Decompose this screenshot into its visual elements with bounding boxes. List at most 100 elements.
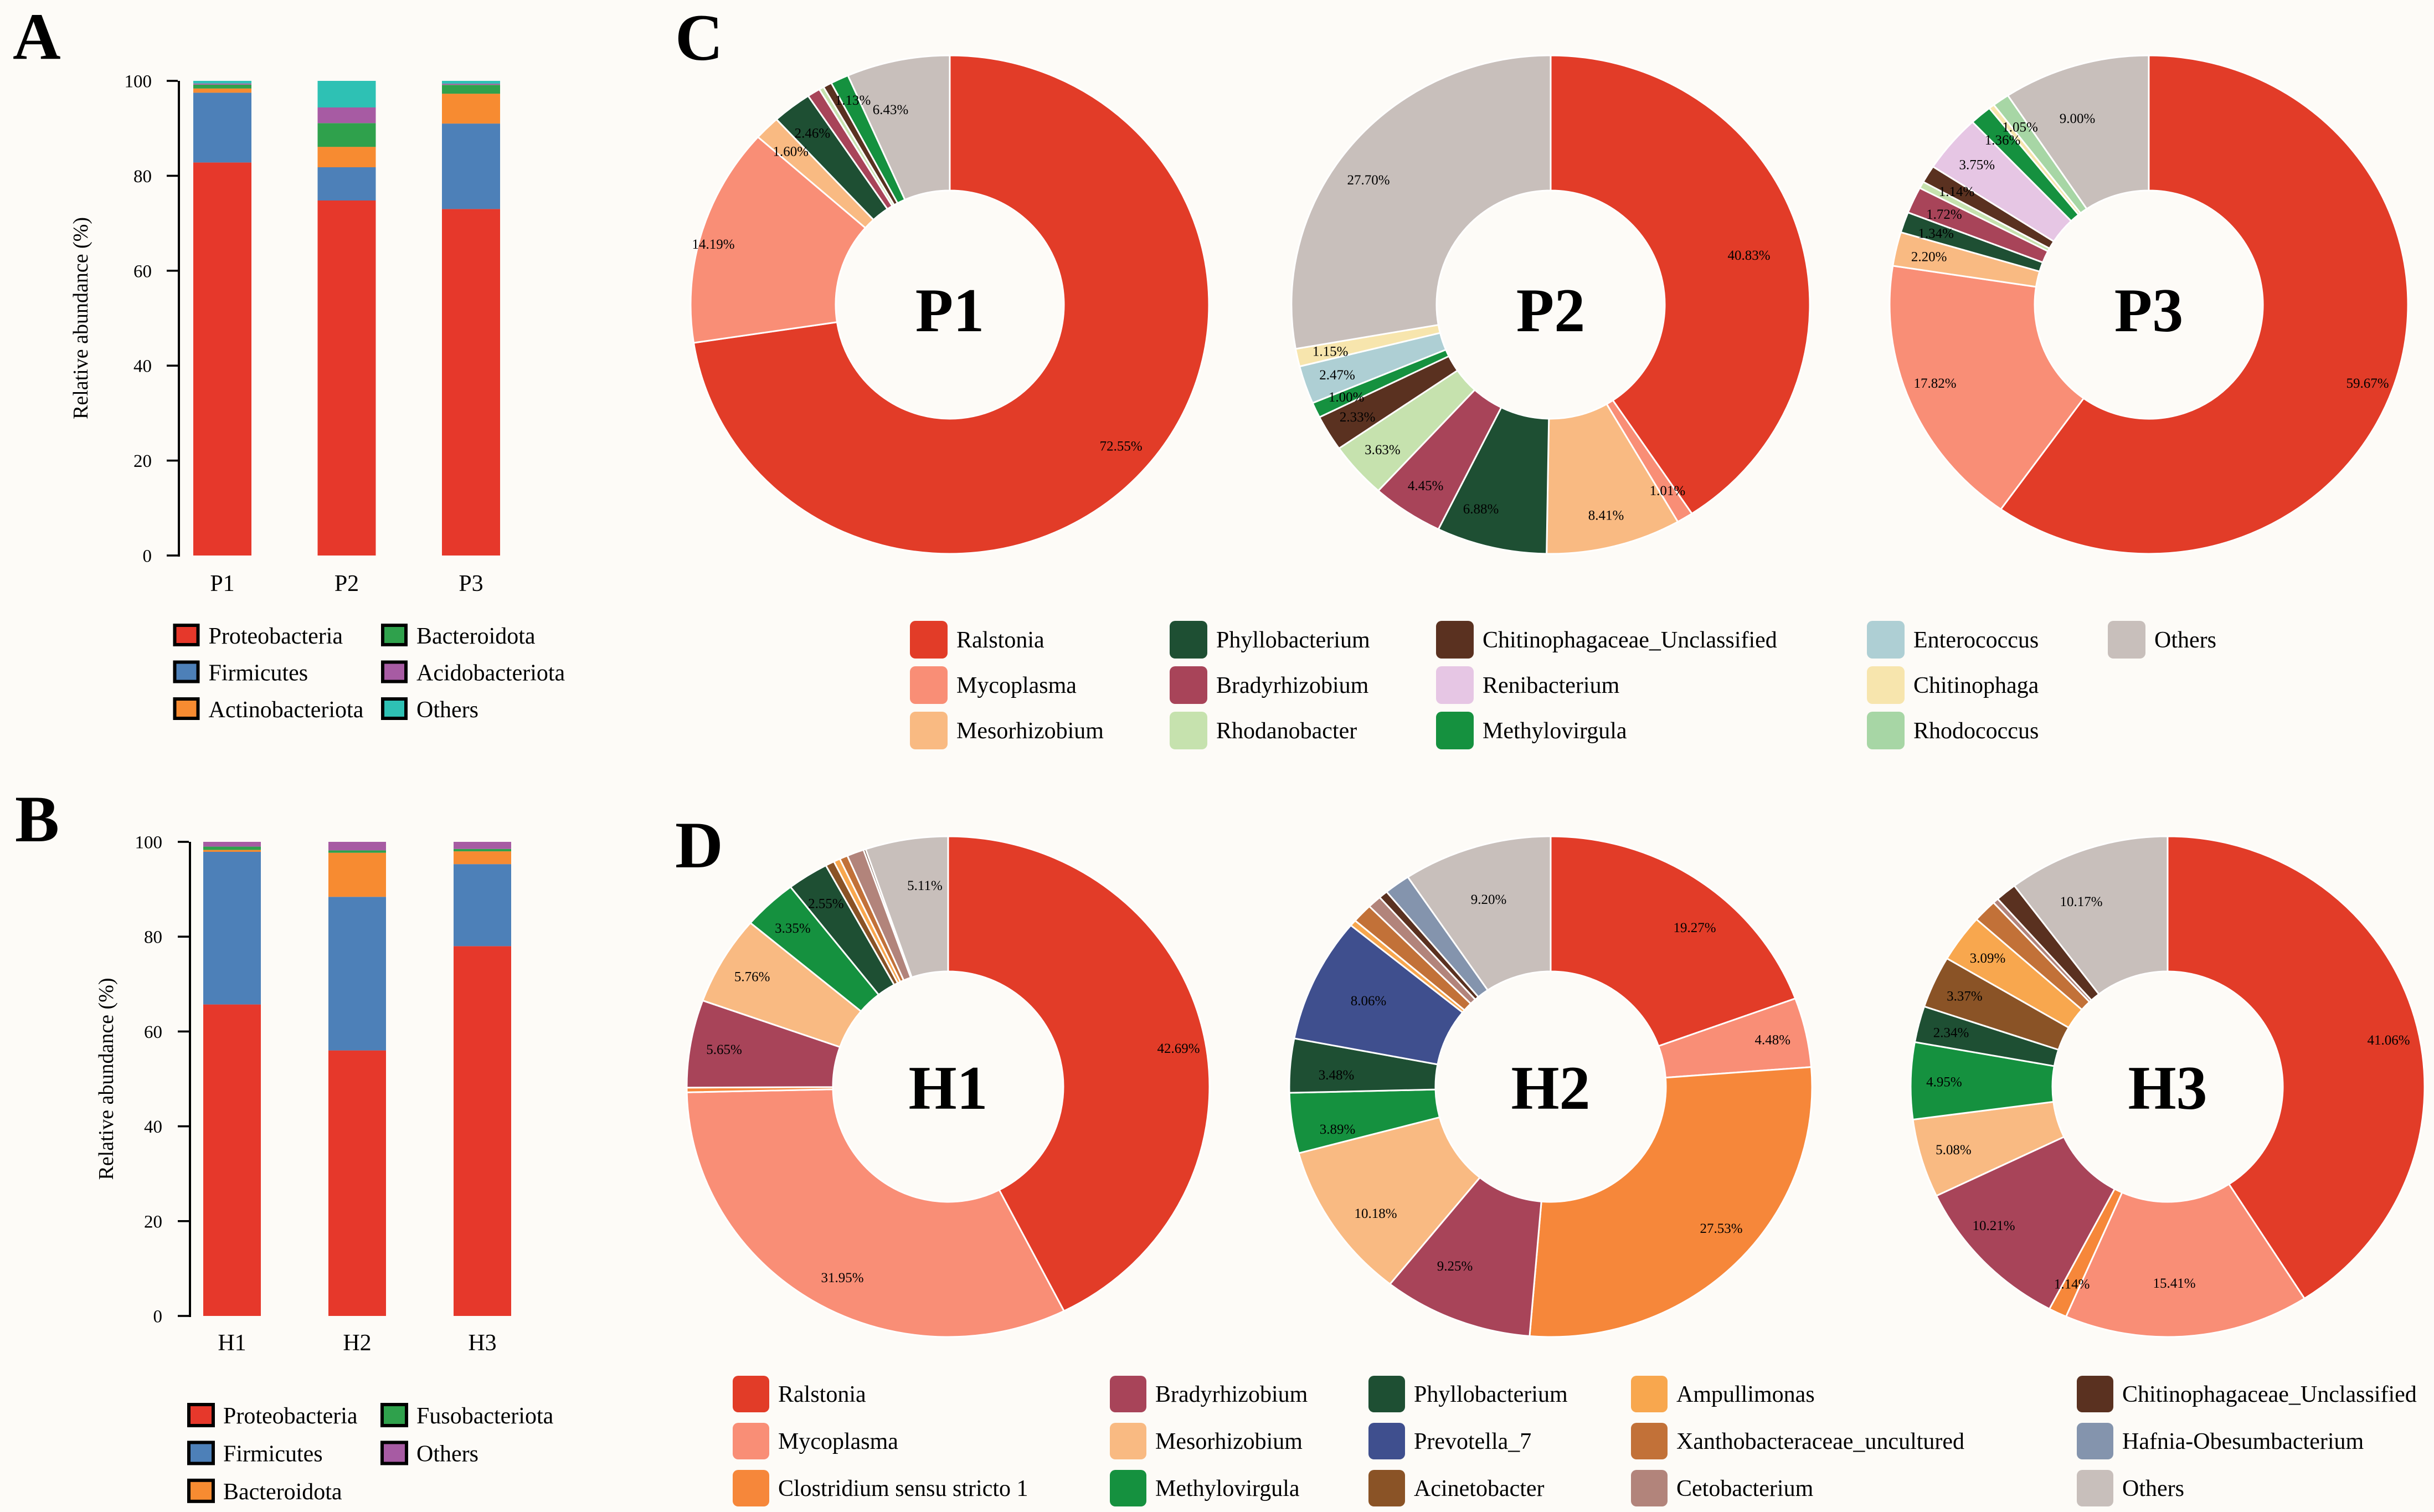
svg-text:P1: P1 bbox=[210, 571, 234, 596]
svg-text:2.55%: 2.55% bbox=[808, 896, 844, 911]
svg-text:40: 40 bbox=[133, 357, 152, 377]
svg-text:31.95%: 31.95% bbox=[821, 1271, 863, 1285]
svg-text:5.65%: 5.65% bbox=[706, 1042, 742, 1057]
svg-text:Phyllobacterium: Phyllobacterium bbox=[1216, 628, 1370, 653]
svg-text:6.88%: 6.88% bbox=[1463, 502, 1499, 517]
svg-text:1.00%: 1.00% bbox=[1329, 390, 1365, 405]
svg-text:H2: H2 bbox=[343, 1330, 371, 1356]
svg-text:Rhodococcus: Rhodococcus bbox=[1913, 718, 2039, 744]
svg-text:Prevotella_7: Prevotella_7 bbox=[1414, 1429, 1531, 1454]
svg-text:Methylovirgula: Methylovirgula bbox=[1483, 718, 1627, 744]
svg-text:Mycoplasma: Mycoplasma bbox=[956, 673, 1077, 698]
svg-text:14.19%: 14.19% bbox=[692, 237, 734, 252]
svg-text:Methylovirgula: Methylovirgula bbox=[1155, 1476, 1300, 1501]
svg-text:Clostridium sensu stricto 1: Clostridium sensu stricto 1 bbox=[778, 1476, 1028, 1501]
svg-text:40: 40 bbox=[144, 1117, 162, 1137]
svg-text:9.20%: 9.20% bbox=[1471, 892, 1507, 907]
svg-text:2.20%: 2.20% bbox=[1911, 249, 1947, 264]
svg-text:P3: P3 bbox=[2114, 276, 2183, 345]
svg-text:19.27%: 19.27% bbox=[1673, 920, 1716, 935]
svg-text:Relative abundance (%): Relative abundance (%) bbox=[69, 217, 92, 419]
svg-text:Others: Others bbox=[2154, 628, 2216, 653]
svg-text:20: 20 bbox=[133, 451, 152, 471]
svg-text:A: A bbox=[13, 0, 61, 73]
svg-text:Ralstonia: Ralstonia bbox=[956, 628, 1044, 653]
svg-text:P3: P3 bbox=[459, 571, 483, 596]
svg-text:Phyllobacterium: Phyllobacterium bbox=[1414, 1382, 1568, 1407]
svg-text:Mycoplasma: Mycoplasma bbox=[778, 1429, 898, 1454]
svg-text:P1: P1 bbox=[915, 276, 984, 345]
svg-text:Chitinophagaceae_Unclassified: Chitinophagaceae_Unclassified bbox=[2122, 1382, 2417, 1407]
svg-text:1.60%: 1.60% bbox=[773, 145, 809, 160]
svg-text:Bradyrhizobium: Bradyrhizobium bbox=[1216, 673, 1369, 698]
svg-text:Fusobacteriota: Fusobacteriota bbox=[416, 1403, 554, 1429]
svg-text:Mesorhizobium: Mesorhizobium bbox=[1155, 1429, 1303, 1454]
svg-text:2.46%: 2.46% bbox=[795, 126, 831, 141]
svg-text:Bacteroidota: Bacteroidota bbox=[223, 1479, 342, 1505]
svg-text:Actinobacteriota: Actinobacteriota bbox=[209, 697, 364, 723]
svg-text:8.41%: 8.41% bbox=[1588, 508, 1624, 523]
svg-text:Relative abundance (%): Relative abundance (%) bbox=[95, 978, 118, 1180]
svg-text:1.14%: 1.14% bbox=[1939, 184, 1975, 199]
svg-text:Bradyrhizobium: Bradyrhizobium bbox=[1155, 1382, 1308, 1407]
svg-text:Cetobacterium: Cetobacterium bbox=[1676, 1476, 1814, 1501]
svg-text:3.89%: 3.89% bbox=[1320, 1122, 1356, 1137]
svg-text:Acidobacteriota: Acidobacteriota bbox=[416, 661, 565, 686]
svg-text:Ralstonia: Ralstonia bbox=[778, 1382, 866, 1407]
svg-text:1.15%: 1.15% bbox=[1313, 344, 1349, 359]
svg-text:72.55%: 72.55% bbox=[1100, 439, 1143, 454]
svg-text:Xanthobacteraceae_uncultured: Xanthobacteraceae_uncultured bbox=[1676, 1429, 1964, 1454]
svg-text:59.67%: 59.67% bbox=[2346, 376, 2389, 391]
svg-text:17.82%: 17.82% bbox=[1913, 376, 1956, 391]
svg-text:20: 20 bbox=[144, 1212, 162, 1232]
svg-text:3.35%: 3.35% bbox=[775, 921, 811, 936]
svg-text:C: C bbox=[675, 1, 723, 74]
svg-text:15.41%: 15.41% bbox=[2153, 1276, 2195, 1291]
svg-text:D: D bbox=[675, 808, 723, 882]
svg-text:Others: Others bbox=[416, 697, 478, 723]
svg-text:100: 100 bbox=[135, 833, 163, 853]
svg-text:0: 0 bbox=[153, 1307, 163, 1327]
svg-text:42.69%: 42.69% bbox=[1157, 1041, 1200, 1056]
svg-text:4.45%: 4.45% bbox=[1408, 479, 1444, 493]
svg-text:H1: H1 bbox=[908, 1054, 987, 1123]
svg-text:2.34%: 2.34% bbox=[1933, 1026, 1969, 1041]
svg-text:3.48%: 3.48% bbox=[1319, 1068, 1355, 1083]
svg-text:5.11%: 5.11% bbox=[907, 878, 943, 893]
svg-text:27.53%: 27.53% bbox=[1700, 1221, 1742, 1236]
svg-text:1.01%: 1.01% bbox=[1650, 484, 1686, 498]
svg-text:Proteobacteria: Proteobacteria bbox=[223, 1403, 358, 1429]
svg-text:40.83%: 40.83% bbox=[1727, 248, 1770, 263]
svg-text:1.34%: 1.34% bbox=[1918, 227, 1954, 241]
svg-text:2.47%: 2.47% bbox=[1319, 368, 1355, 383]
svg-text:10.18%: 10.18% bbox=[1354, 1206, 1397, 1221]
svg-text:Hafnia-Obesumbacterium: Hafnia-Obesumbacterium bbox=[2122, 1429, 2364, 1454]
svg-text:80: 80 bbox=[133, 167, 152, 187]
svg-text:Mesorhizobium: Mesorhizobium bbox=[956, 718, 1104, 744]
svg-text:3.75%: 3.75% bbox=[1959, 157, 1995, 172]
svg-text:8.06%: 8.06% bbox=[1351, 994, 1387, 1009]
svg-text:Renibacterium: Renibacterium bbox=[1483, 673, 1620, 698]
svg-text:5.08%: 5.08% bbox=[1936, 1143, 1972, 1158]
svg-text:1.14%: 1.14% bbox=[2054, 1277, 2090, 1292]
svg-text:1.13%: 1.13% bbox=[835, 93, 871, 108]
svg-text:6.43%: 6.43% bbox=[873, 102, 909, 117]
svg-text:Chitinophaga: Chitinophaga bbox=[1913, 673, 2039, 698]
svg-text:Enterococcus: Enterococcus bbox=[1913, 628, 2039, 653]
svg-text:3.63%: 3.63% bbox=[1365, 443, 1401, 457]
svg-text:41.06%: 41.06% bbox=[2367, 1033, 2410, 1048]
svg-text:H3: H3 bbox=[468, 1330, 496, 1356]
svg-text:Ampullimonas: Ampullimonas bbox=[1676, 1382, 1815, 1407]
svg-text:H2: H2 bbox=[1511, 1054, 1590, 1123]
svg-text:H1: H1 bbox=[218, 1330, 246, 1356]
svg-text:0: 0 bbox=[143, 547, 152, 567]
svg-text:3.09%: 3.09% bbox=[1970, 951, 2006, 966]
svg-text:9.25%: 9.25% bbox=[1437, 1259, 1473, 1274]
svg-text:P2: P2 bbox=[1516, 276, 1585, 345]
svg-text:1.72%: 1.72% bbox=[1926, 207, 1962, 222]
svg-text:Rhodanobacter: Rhodanobacter bbox=[1216, 718, 1357, 744]
svg-text:Bacteroidota: Bacteroidota bbox=[416, 624, 536, 649]
svg-text:P2: P2 bbox=[335, 571, 359, 596]
svg-text:H3: H3 bbox=[2128, 1054, 2207, 1123]
svg-text:60: 60 bbox=[144, 1022, 162, 1042]
